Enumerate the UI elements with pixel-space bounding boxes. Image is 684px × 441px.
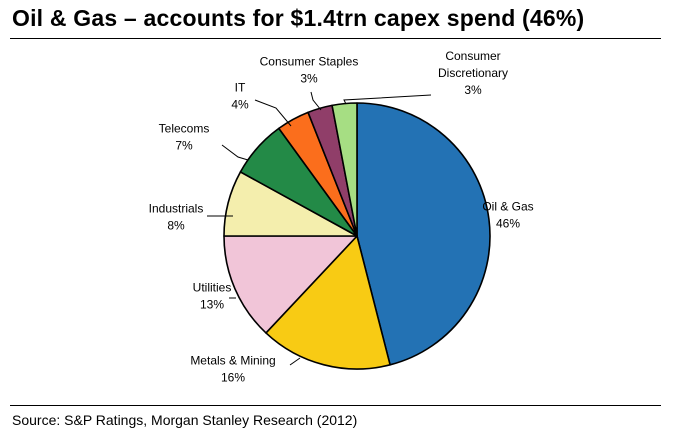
pie-chart: Oil & Gas 46% Metals & Mining 16% Utilities 1… (149, 49, 534, 385)
slice-name-label: Discretionary (438, 66, 508, 80)
slice-label: Consumer Discretionary 3% (438, 49, 508, 97)
leader-line (310, 91, 322, 111)
leader-line (254, 99, 292, 127)
slice-name-label: Telecoms (159, 122, 210, 136)
slice-value-label: 3% (464, 83, 482, 97)
slice-value-label: 13% (200, 298, 224, 312)
pie-slice-utilities (223, 235, 358, 334)
slice-value-label: 7% (175, 139, 193, 153)
slice-name-label: Utilities (193, 281, 232, 295)
slice-label: Consumer Staples 3% (260, 55, 359, 86)
slice-value-label: 46% (496, 217, 520, 231)
slice-value-label: 4% (231, 98, 249, 112)
pie-slice-metals-mining (265, 235, 391, 370)
chart-title: Oil & Gas – accounts for $1.4trn capex s… (12, 5, 585, 31)
slice-value-label: 8% (167, 219, 185, 233)
slice-label: Metals & Mining 16% (190, 354, 275, 385)
title-rule (10, 38, 661, 39)
source-rule (10, 405, 661, 406)
leader-line (289, 357, 301, 366)
leader-lines (207, 91, 432, 366)
slice-name-label: Consumer (445, 49, 500, 63)
source-note: Source: S&P Ratings, Morgan Stanley Rese… (12, 412, 358, 428)
slice-label: Oil & Gas 46% (482, 200, 533, 231)
slice-label: IT 4% (231, 81, 249, 112)
slice-labels: Oil & Gas 46% Metals & Mining 16% Utilities 1… (149, 49, 534, 385)
pie-slices (223, 102, 491, 370)
slice-name-label: IT (235, 81, 246, 95)
slice-label: Telecoms 7% (159, 122, 210, 153)
pie-slice-consumer-discretionary (331, 102, 358, 237)
slice-label: Industrials 8% (149, 202, 204, 233)
slice-name-label: Metals & Mining (190, 354, 275, 368)
leader-line (221, 144, 249, 161)
slice-value-label: 3% (300, 72, 318, 86)
slice-value-label: 16% (221, 371, 245, 385)
slice-name-label: Consumer Staples (260, 55, 359, 69)
slice-name-label: Oil & Gas (482, 200, 533, 214)
leader-line (343, 94, 432, 105)
slice-name-label: Industrials (149, 202, 204, 216)
slice-label: Utilities 13% (193, 281, 232, 312)
pie-slice-oil-gas (356, 102, 491, 366)
